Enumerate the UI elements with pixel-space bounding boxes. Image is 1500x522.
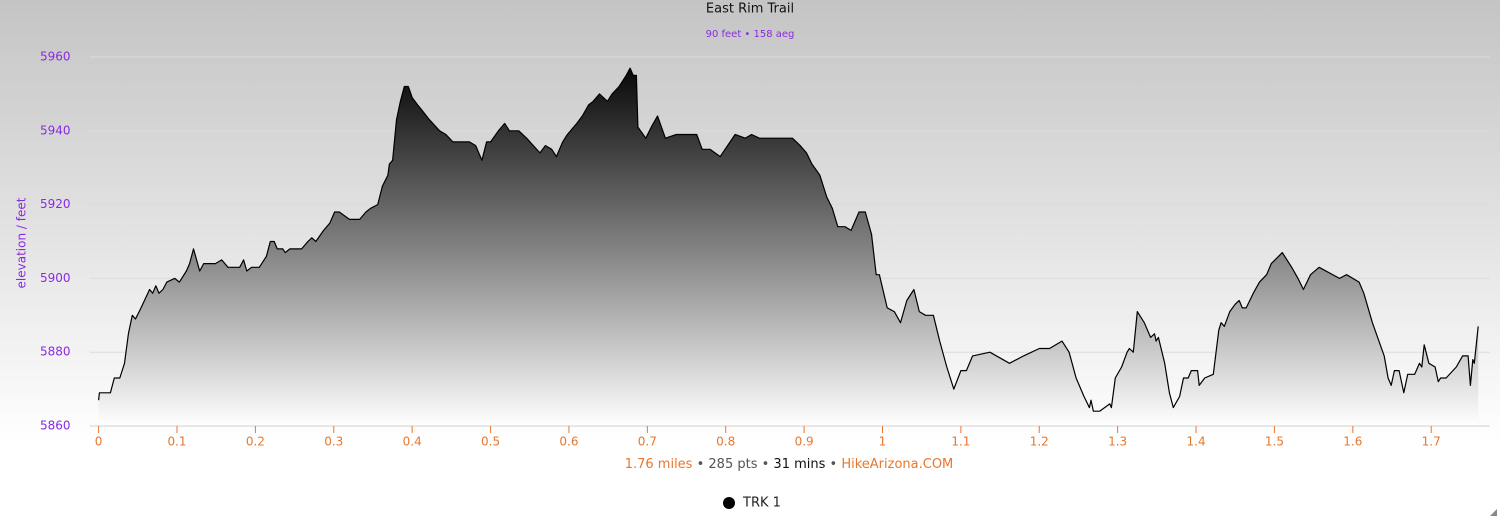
caption-part: 31 mins — [773, 457, 825, 472]
x-axis-caption: 1.76 miles • 285 pts • 31 mins • HikeAri… — [625, 457, 954, 472]
x-tick-label: 1.6 — [1343, 435, 1362, 449]
caption-separator: • — [825, 457, 841, 472]
chart-title: East Rim Trail — [706, 2, 794, 17]
x-tick-label: 1.4 — [1187, 435, 1206, 449]
x-tick-label: 1.1 — [951, 435, 970, 449]
x-tick-label: 0.4 — [403, 435, 422, 449]
legend-label: TRK 1 — [742, 496, 781, 511]
y-tick-label: 5920 — [40, 197, 71, 211]
x-tick-label: 1.2 — [1030, 435, 1049, 449]
y-tick-label: 5900 — [40, 271, 71, 285]
x-tick-label: 0.7 — [638, 435, 657, 449]
x-tick-label: 0.8 — [716, 435, 735, 449]
y-tick-label: 5940 — [40, 123, 71, 137]
line — [98, 67, 1479, 412]
caption-separator: • — [757, 457, 773, 472]
x-tick-label: 0.9 — [795, 435, 814, 449]
caption-separator: • — [692, 457, 708, 472]
caption-part: 285 pts — [708, 457, 757, 472]
y-axis-title: elevation / feet — [15, 197, 29, 288]
x-tick-label: 0.6 — [559, 435, 578, 449]
x-tick-label: 0.1 — [167, 435, 186, 449]
x-tick-label: 1.3 — [1108, 435, 1127, 449]
caption-part: 1.76 miles — [625, 457, 693, 472]
area — [98, 68, 1479, 426]
x-tick-label: 1.7 — [1422, 435, 1441, 449]
y-tick-label: 5960 — [40, 50, 71, 64]
x-tick-label: 0.3 — [324, 435, 343, 449]
chart-subtitle: 90 feet • 158 aeg — [706, 29, 795, 40]
x-tick-label: 0.2 — [246, 435, 265, 449]
caption-part: HikeArizona.COM — [841, 457, 953, 472]
x-tick-label: 1 — [879, 435, 887, 449]
x-tick-label: 0 — [95, 435, 103, 449]
y-tick-label: 5860 — [40, 419, 71, 433]
legend-marker — [723, 497, 735, 509]
x-tick-label: 1.5 — [1265, 435, 1284, 449]
y-tick-label: 5880 — [40, 345, 71, 359]
resize-handle — [1490, 509, 1497, 516]
x-tick-label: 0.5 — [481, 435, 500, 449]
